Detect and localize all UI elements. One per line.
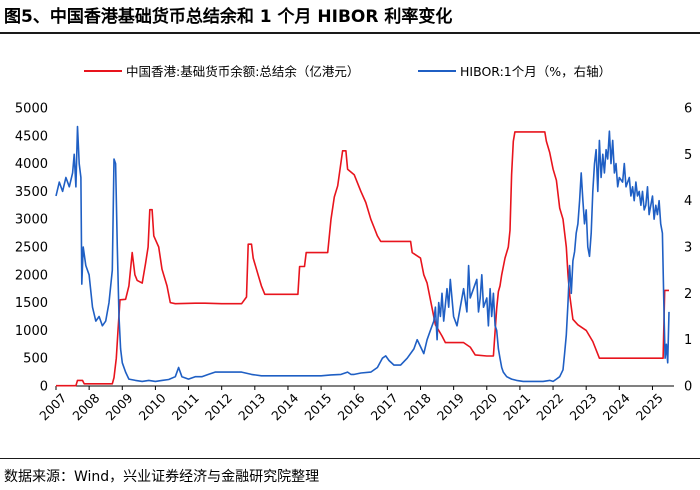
plot-area [55, 125, 670, 387]
y-left-tick-label: 0 [40, 380, 48, 395]
x-tick-label: 2007 [36, 390, 69, 423]
x-tick-label: 2010 [136, 390, 169, 423]
x-tick-label: 2021 [500, 390, 533, 423]
y-left-tick-label: 3000 [15, 213, 48, 228]
x-tick-label: 2008 [69, 390, 102, 423]
x-tick-label: 2015 [301, 390, 334, 423]
x-tick-label: 2022 [533, 390, 566, 423]
y-left-tick-label: 1000 [15, 324, 48, 339]
footer-rule [0, 458, 700, 459]
x-tick-label: 2011 [169, 390, 202, 423]
chart-title: 图5、中国香港基础货币总结余和 1 个月 HIBOR 利率变化 [4, 7, 453, 27]
y-left-tick-label: 500 [23, 352, 48, 367]
x-tick-label: 2025 [633, 390, 666, 423]
series-line-hibor [55, 125, 670, 383]
x-tick-label: 2017 [368, 390, 401, 423]
y-left-tick-label: 4500 [15, 129, 48, 144]
x-tick-label: 2009 [103, 390, 136, 423]
x-tick-label: 2013 [235, 390, 268, 423]
y-right-tick-label: 6 [684, 102, 692, 117]
y-right-tick-label: 4 [684, 194, 692, 209]
y-right-tick-label: 5 [684, 148, 692, 163]
legend-label-balance: 中国香港:基础货币余额:总结余（亿港元） [126, 64, 359, 79]
x-tick-label: 2018 [401, 390, 434, 423]
y-left-tick-label: 2500 [15, 241, 48, 256]
y-right-tick-label: 2 [684, 287, 692, 302]
x-tick-label: 2020 [467, 390, 500, 423]
y-left-tick-label: 3500 [15, 185, 48, 200]
x-tick-label: 2019 [434, 390, 467, 423]
title-rule [0, 32, 700, 34]
series-line-balance [56, 131, 669, 387]
legend-label-hibor: HIBOR:1个月（%，右轴） [460, 64, 611, 79]
data-source: 数据来源：Wind，兴业证券经济与金融研究院整理 [4, 469, 320, 485]
x-tick-label: 2023 [566, 390, 599, 423]
y-right-tick-label: 1 [684, 333, 692, 348]
y-left-tick-label: 4000 [15, 157, 48, 172]
y-left-tick-label: 5000 [15, 102, 48, 117]
y-right-tick-label: 3 [684, 241, 692, 256]
y-left-tick-label: 1500 [15, 296, 48, 311]
y-right-tick-label: 0 [684, 380, 692, 395]
dual-axis-line-chart: 中国香港:基础货币余额:总结余（亿港元） HIBOR:1个月（%，右轴） 050… [15, 64, 692, 423]
y-left-tick-label: 2000 [15, 268, 48, 283]
x-tick-label: 2024 [600, 390, 633, 423]
x-tick-label: 2014 [268, 390, 301, 423]
x-tick-label: 2012 [202, 390, 235, 423]
legend: 中国香港:基础货币余额:总结余（亿港元） HIBOR:1个月（%，右轴） [84, 64, 611, 79]
x-tick-label: 2016 [334, 390, 367, 423]
